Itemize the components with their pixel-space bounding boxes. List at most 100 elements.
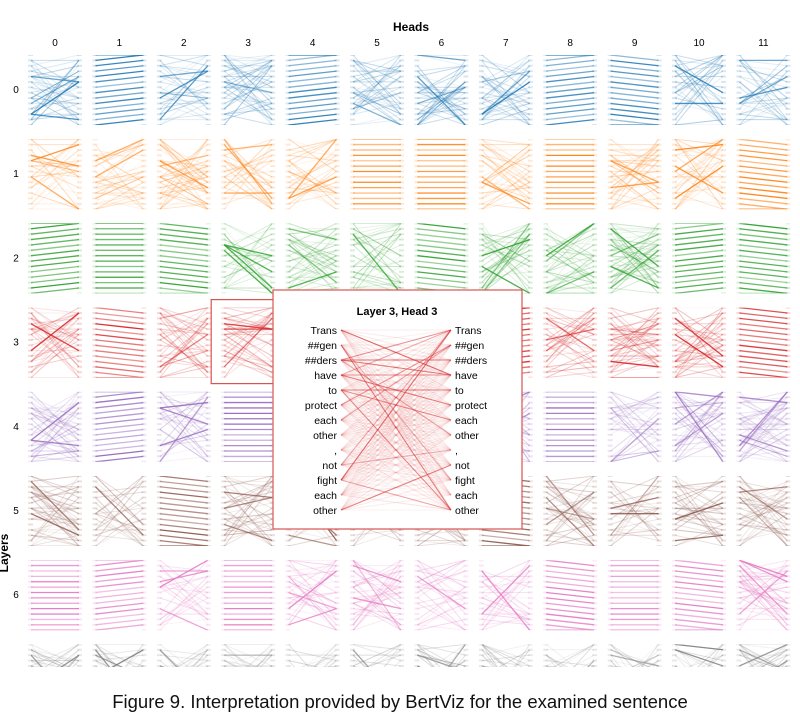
thumb-l6-h8 <box>543 560 598 631</box>
thumb-l3-h10 <box>672 307 726 378</box>
thumb-l5-h2 <box>156 476 211 546</box>
thumb-l6-h10 <box>672 560 726 631</box>
layer-label-6: 6 <box>13 590 19 601</box>
detail-right-token: ##ders <box>455 355 487 367</box>
thumb-l7-h1 <box>92 644 147 668</box>
thumb-l4-h2 <box>156 391 211 462</box>
thumb-l2-h9 <box>607 223 662 294</box>
thumb-l6-h3 <box>221 560 276 631</box>
thumb-l4-h3 <box>221 391 276 462</box>
head-label-5: 5 <box>374 38 380 49</box>
thumb-l5-h1 <box>92 476 147 546</box>
head-label-10: 10 <box>693 38 705 49</box>
thumb-l2-h8 <box>543 223 598 294</box>
head-label-7: 7 <box>503 38 509 49</box>
thumb-l5-h10 <box>672 476 726 546</box>
detail-left-token: other <box>313 505 337 517</box>
layer-tick-labels: 0 1 2 3 4 5 6 <box>13 85 19 601</box>
thumb-l6-h7 <box>478 560 533 631</box>
thumb-l2-h10 <box>672 223 726 294</box>
detail-left-tokens: Trans ##gen ##ders have to protect each other, n… <box>305 325 338 517</box>
thumb-l2-h5 <box>350 223 404 294</box>
thumb-l0-h11 <box>736 55 791 125</box>
detail-right-token: fight <box>455 475 475 487</box>
thumb-l3-h0 <box>28 307 82 378</box>
detail-right-token: other <box>455 505 479 517</box>
x-axis-title: Heads <box>393 20 429 34</box>
thumb-l2-h6 <box>414 223 469 294</box>
detail-right-token: each <box>455 415 478 427</box>
thumb-l2-h0 <box>28 223 82 294</box>
thumb-l0-h5 <box>350 55 404 125</box>
thumb-l0-h6 <box>414 55 469 125</box>
thumb-l2-h4 <box>285 223 340 294</box>
thumb-l4-h1 <box>92 391 147 462</box>
thumb-l6-h1 <box>92 560 147 631</box>
thumb-l3-h11 <box>736 307 791 378</box>
detail-left-token: fight <box>317 475 337 487</box>
thumb-l1-h3 <box>221 139 276 210</box>
thumb-l1-h9 <box>607 139 662 210</box>
head-label-9: 9 <box>632 38 638 49</box>
thumb-l6-h4 <box>285 560 340 631</box>
thumb-l5-h11 <box>736 476 791 546</box>
thumb-l1-h11 <box>736 139 791 210</box>
detail-left-token: each <box>314 490 337 502</box>
detail-left-token: not <box>322 460 337 472</box>
thumb-l4-h0 <box>28 391 82 462</box>
thumb-l6-h0 <box>28 560 82 631</box>
detail-right-token: other <box>455 430 479 442</box>
layer-label-5: 5 <box>13 506 19 517</box>
detail-left-token: , <box>334 445 337 457</box>
thumb-l4-h11 <box>736 391 791 462</box>
thumb-l7-h11 <box>736 644 791 668</box>
detail-right-token: ##gen <box>455 340 484 352</box>
thumb-l1-h6 <box>414 139 469 210</box>
thumb-l0-h0 <box>28 55 82 125</box>
thumb-l7-h4 <box>285 644 340 668</box>
thumb-l6-h5 <box>350 560 404 631</box>
thumb-l0-h2 <box>156 55 211 125</box>
head-label-11: 11 <box>758 38 769 49</box>
thumb-l3-h3 <box>221 307 276 378</box>
thumb-l2-h1 <box>92 223 147 294</box>
detail-popup: Layer 3, Head 3 Trans ##gen ##ders have to pr… <box>272 289 523 530</box>
thumb-l6-h9 <box>607 560 662 631</box>
thumb-l2-h2 <box>156 223 211 294</box>
thumb-l0-h1 <box>92 55 147 125</box>
detail-left-token: other <box>313 430 337 442</box>
thumb-l2-h11 <box>736 223 791 294</box>
layer-label-1: 1 <box>13 169 19 180</box>
detail-popup-box <box>272 289 523 530</box>
thumb-l4-h10 <box>672 391 726 462</box>
layer-label-4: 4 <box>13 422 19 433</box>
head-label-0: 0 <box>52 38 58 49</box>
head-label-4: 4 <box>310 38 316 49</box>
detail-left-token: each <box>314 415 337 427</box>
detail-left-token: Trans <box>311 325 337 337</box>
thumb-l4-h9 <box>607 391 662 462</box>
thumb-l5-h3 <box>221 476 276 546</box>
thumb-l1-h2 <box>156 139 211 210</box>
detail-left-token: to <box>328 385 337 397</box>
detail-attention-lines <box>340 329 452 511</box>
head-label-8: 8 <box>567 38 573 49</box>
thumb-l2-h3 <box>221 223 276 294</box>
thumb-l7-h5 <box>350 644 404 668</box>
detail-left-token: protect <box>305 400 337 412</box>
y-axis-title: Layers <box>0 533 11 572</box>
thumb-l6-h6 <box>414 560 469 631</box>
thumb-l0-h4 <box>285 55 340 125</box>
thumb-l0-h9 <box>607 55 662 125</box>
detail-right-token: protect <box>455 400 487 412</box>
thumb-l1-h0 <box>28 139 82 210</box>
detail-right-token: , <box>455 445 458 457</box>
layer-label-0: 0 <box>13 85 19 96</box>
thumb-l7-h2 <box>156 644 211 668</box>
detail-left-token: ##ders <box>305 355 337 367</box>
detail-left-token: have <box>314 370 337 382</box>
thumb-l0-h10 <box>672 55 726 125</box>
detail-right-token: Trans <box>455 325 481 337</box>
thumb-l1-h1 <box>92 139 147 210</box>
